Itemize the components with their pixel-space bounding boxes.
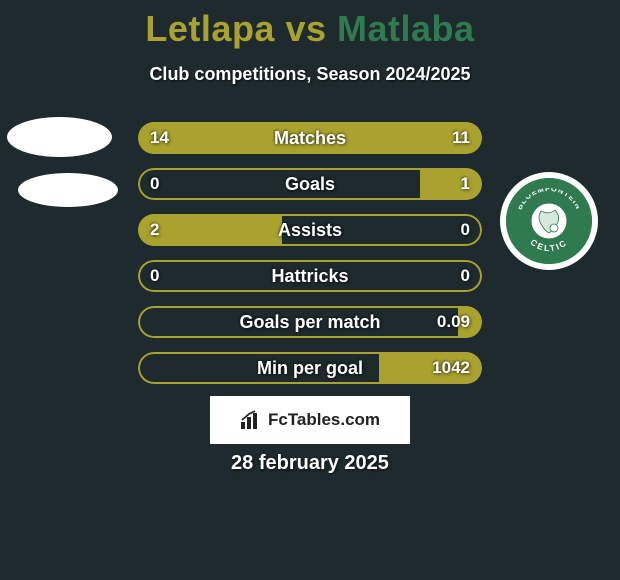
page-title: Letlapa vs Matlaba [0,0,620,50]
player2-name: Matlaba [337,8,475,49]
stat-row: Goals per match0.09 [138,306,482,338]
stat-label: Goals [138,168,482,200]
stat-row: 0Goals1 [138,168,482,200]
stat-row: 14Matches11 [138,122,482,154]
subtitle: Club competitions, Season 2024/2025 [0,64,620,85]
stat-right-value: 1 [461,168,470,200]
stat-label: Assists [138,214,482,246]
date-label: 28 february 2025 [0,452,620,475]
stat-right-value: 0 [461,214,470,246]
stat-right-value: 1042 [432,352,470,384]
player1-name: Letlapa [145,8,275,49]
stat-right-value: 0.09 [437,306,470,338]
chart-icon [240,409,262,431]
comparison-card: Letlapa vs Matlaba Club competitions, Se… [0,0,620,580]
stat-row: Min per goal1042 [138,352,482,384]
stat-right-value: 11 [452,122,470,154]
stat-label: Min per goal [138,352,482,384]
stat-row: 0Hattricks0 [138,260,482,292]
club-ring [506,178,592,264]
stat-label: Matches [138,122,482,154]
stat-label: Goals per match [138,306,482,338]
site-attribution: FcTables.com [210,396,410,444]
player1-placeholder-badge [7,117,112,157]
vs-text: vs [275,8,337,49]
stat-row: 2Assists0 [138,214,482,246]
stat-label: Hattricks [138,260,482,292]
site-label: FcTables.com [268,410,380,430]
player2-club-badge: BLOEMFONTEIN CELTIC [500,172,598,270]
player1-club-placeholder [18,173,118,207]
stat-right-value: 0 [461,260,470,292]
stats-bars: 14Matches110Goals12Assists00Hattricks0Go… [138,122,482,398]
